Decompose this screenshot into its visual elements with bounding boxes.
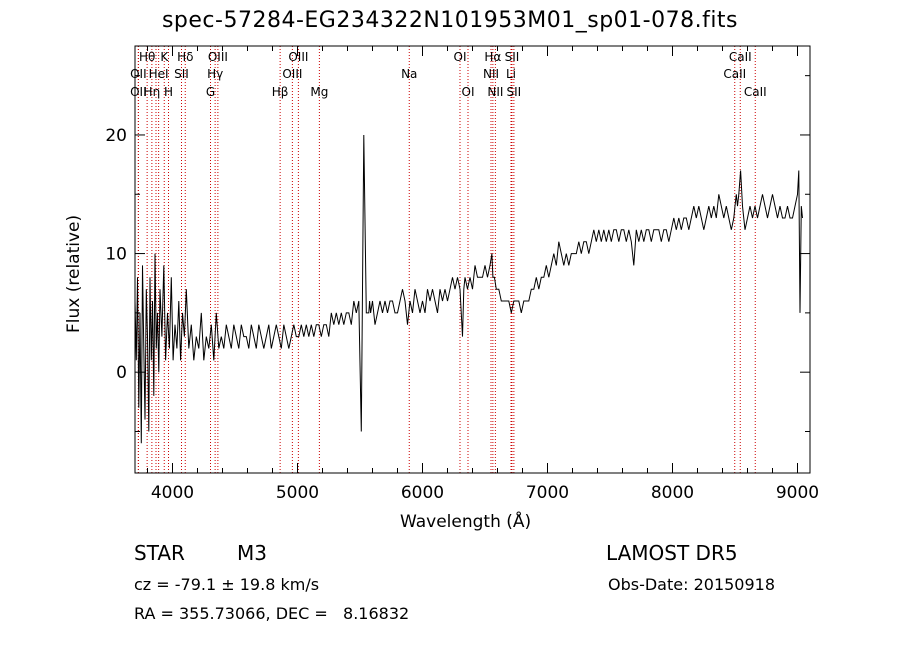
marker-label-6: K <box>160 50 169 64</box>
y-tick-label-1: 10 <box>105 245 127 265</box>
x-axis-label: Wavelength (Å) <box>400 512 532 532</box>
x-tick-label-1: 5000 <box>276 483 319 503</box>
marker-label-19: OI <box>462 85 475 99</box>
x-tick-label-2: 6000 <box>401 483 444 503</box>
marker-label-3: Hη <box>144 85 161 99</box>
y-axis: 0 10 20 <box>105 75 810 432</box>
y-axis-label: Flux (relative) <box>64 214 84 333</box>
marker-label-18: OI <box>454 50 467 64</box>
x-axis: 4000 5000 6000 7000 8000 9000 <box>147 46 819 503</box>
marker-label-10: G <box>206 85 215 99</box>
observation-date: Obs-Date: 20150918 <box>608 575 776 594</box>
marker-label-1: OII <box>130 67 147 81</box>
line-markers <box>137 46 756 473</box>
marker-label-25: SII <box>507 85 522 99</box>
survey-name: LAMOST DR5 <box>606 541 738 565</box>
marker-label-9: Hδ <box>177 50 193 64</box>
object-class: STAR <box>134 541 185 565</box>
y-tick-label-0: 0 <box>116 363 127 383</box>
x-tick-label-4: 8000 <box>651 483 694 503</box>
marker-label-2: OII <box>130 85 147 99</box>
marker-label-5: HeI <box>149 67 169 81</box>
y-tick-label-2: 20 <box>105 126 127 146</box>
marker-label-0: Hθ <box>139 50 155 64</box>
x-tick-label-5: 9000 <box>776 483 819 503</box>
marker-label-21: Hα <box>484 50 501 64</box>
x-tick-label-0: 4000 <box>151 483 194 503</box>
marker-label-15: OIII <box>288 50 308 64</box>
object-subclass: M3 <box>237 541 267 565</box>
marker-label-7: H <box>164 85 173 99</box>
marker-label-12: OIII <box>208 50 228 64</box>
line-marker-labels: HθOIIOIIHηHeIKHSIIHδGHγOIIIHβOIIIOIIIMgN… <box>130 50 767 99</box>
x-tick-label-3: 7000 <box>526 483 569 503</box>
marker-label-11: Hγ <box>207 67 223 81</box>
marker-label-17: Na <box>401 67 417 81</box>
marker-label-23: Li <box>506 67 516 81</box>
marker-label-22: NII <box>487 85 503 99</box>
chart-title: spec-57284-EG234322N101953M01_sp01-078.f… <box>161 8 739 33</box>
marker-label-28: CaII <box>744 85 767 99</box>
spectrum-line <box>134 134 803 444</box>
marker-label-13: Hβ <box>272 85 289 99</box>
marker-label-24: SII <box>505 50 520 64</box>
coordinates-readout: RA = 355.73066, DEC = 8.16832 <box>134 604 410 623</box>
marker-label-14: OIII <box>282 67 302 81</box>
marker-label-16: Mg <box>310 85 328 99</box>
marker-label-20: NII <box>483 67 499 81</box>
marker-label-8: SII <box>174 67 189 81</box>
marker-label-26: CaII <box>723 67 746 81</box>
redshift-readout: cz = -79.1 ± 19.8 km/s <box>134 575 320 594</box>
marker-label-27: CaII <box>729 50 752 64</box>
plot-frame <box>134 45 811 474</box>
